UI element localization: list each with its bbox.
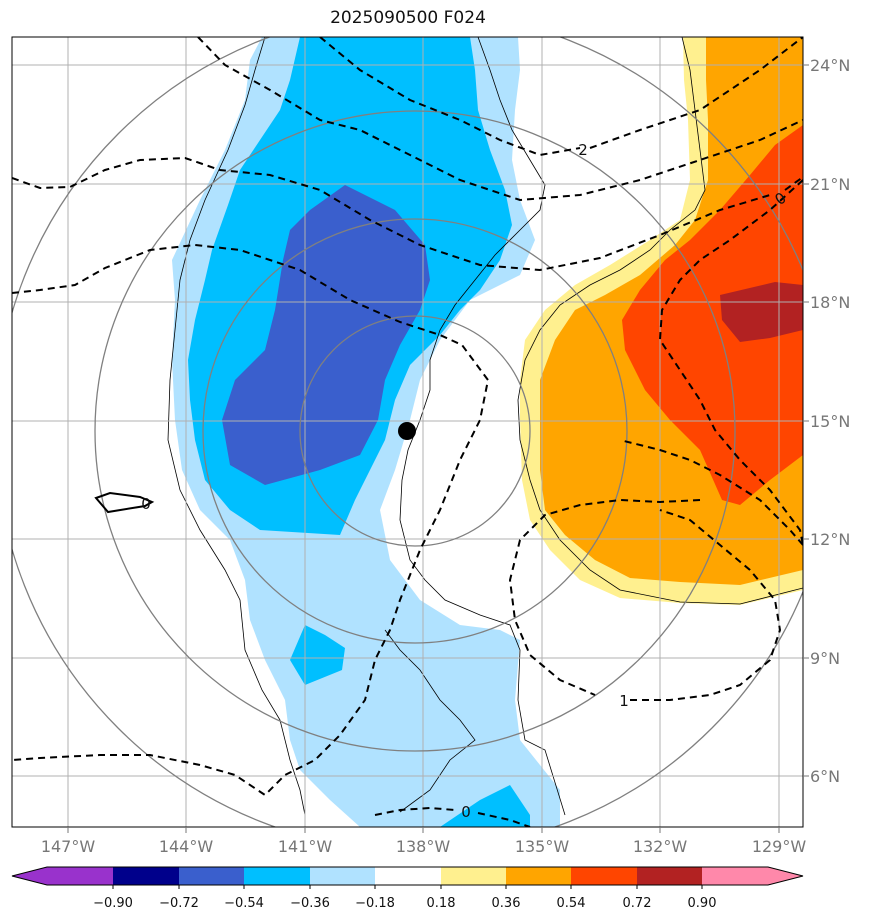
lat-tick-18n: 18°N xyxy=(810,293,850,312)
fill-royal-blue xyxy=(222,185,430,485)
solid-contour-islet xyxy=(94,491,155,514)
graticule xyxy=(12,37,803,827)
colorbar-segment-11 xyxy=(702,867,803,885)
lat-tick-24n: 24°N xyxy=(810,56,850,75)
colorbar-segment-4 xyxy=(244,867,310,885)
colorbar xyxy=(11,866,804,886)
colorbar-outline xyxy=(11,866,804,886)
colorbar-tick-2: −0.72 xyxy=(159,896,199,911)
lat-tick-6n: 6°N xyxy=(810,767,840,786)
colorbar-segment-6 xyxy=(375,867,441,885)
map-area: 2 0 1 0 0 xyxy=(12,37,803,827)
lon-tick-141w: 141°W xyxy=(278,837,333,856)
colorbar-tick-8: 0.54 xyxy=(557,896,586,911)
lat-tick-21n: 21°N xyxy=(810,175,850,194)
fill-firebrick xyxy=(720,282,803,342)
lon-tick-138w: 138°W xyxy=(396,837,451,856)
lat-tick-9n: 9°N xyxy=(810,649,840,668)
lon-tick-135w: 135°W xyxy=(515,837,570,856)
contour-label-1: 1 xyxy=(619,692,629,710)
map-frame xyxy=(11,36,804,828)
colorbar-tick-4: −0.36 xyxy=(290,896,330,911)
lat-tick-15n: 15°N xyxy=(810,412,850,431)
colorbar-tick-1: −0.90 xyxy=(93,896,133,911)
colorbar-tick-10: 0.90 xyxy=(688,896,717,911)
fill-sky-blue-south xyxy=(440,785,530,827)
contour-label-2: 2 xyxy=(578,141,588,159)
lon-tick-marks xyxy=(67,827,780,833)
colorbar-segment-7 xyxy=(441,867,506,885)
contour-label-0-south: 0 xyxy=(461,803,471,821)
lon-tick-144w: 144°W xyxy=(159,837,214,856)
lon-tick-132w: 132°W xyxy=(633,837,688,856)
storm-center-dot xyxy=(398,422,416,440)
coastlines xyxy=(167,37,803,816)
colorbar-segment-5 xyxy=(310,867,375,885)
colorbar-segment-3 xyxy=(179,867,244,885)
colorbar-tick-7: 0.36 xyxy=(492,896,521,911)
colorbar-segment-9 xyxy=(571,867,637,885)
colorbar-segment-2 xyxy=(113,867,179,885)
lon-tick-129w: 129°W xyxy=(752,837,807,856)
lat-tick-12n: 12°N xyxy=(810,530,850,549)
colorbar-tick-marks xyxy=(112,885,703,889)
contour-label-0-west: 0 xyxy=(141,495,151,513)
range-rings xyxy=(12,37,803,827)
colorbar-tick-9: 0.72 xyxy=(623,896,652,911)
colorbar-tick-5: −0.18 xyxy=(355,896,395,911)
lon-tick-147w: 147°W xyxy=(41,837,96,856)
colorbar-tick-6: 0.18 xyxy=(427,896,456,911)
fill-sky-blue-islet xyxy=(290,625,345,685)
colorbar-segment-1 xyxy=(12,867,113,885)
map-title: 2025090500 F024 xyxy=(330,8,486,28)
colorbar-segment-8 xyxy=(506,867,571,885)
colorbar-tick-3: −0.54 xyxy=(224,896,264,911)
dashed-contours xyxy=(12,37,803,827)
lat-tick-marks xyxy=(803,64,809,777)
colorbar-segment-10 xyxy=(637,867,702,885)
